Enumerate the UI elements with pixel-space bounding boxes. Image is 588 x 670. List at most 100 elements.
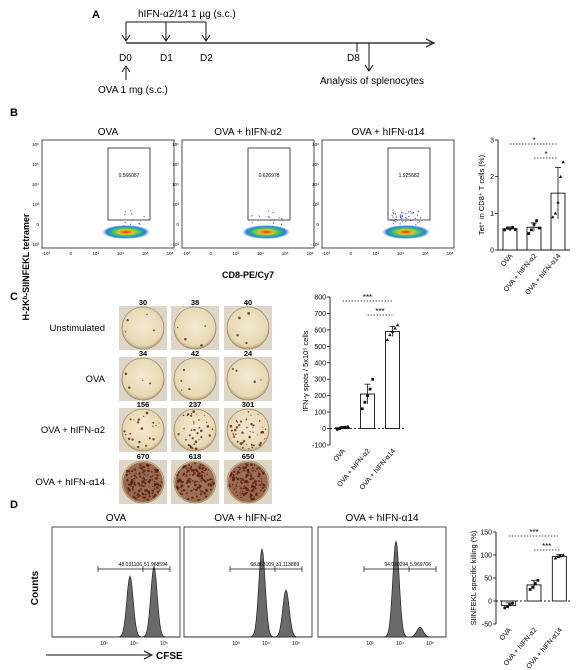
elispot-spot	[235, 369, 238, 372]
elispot-spot	[190, 469, 194, 472]
significance-marker: ***	[542, 542, 551, 551]
elispot-spot	[137, 494, 139, 497]
elispot-spot	[141, 466, 143, 468]
elispot-spot	[149, 475, 152, 478]
panel-c-letter: C	[10, 291, 18, 303]
flow-xtick-label: 10⁴	[397, 251, 404, 256]
elispot-spot	[257, 413, 259, 415]
elispot-spot	[202, 464, 204, 467]
elispot-spot	[240, 467, 242, 469]
elispot-spot	[139, 466, 141, 468]
elispot-spot	[233, 434, 235, 436]
elispot-spot	[131, 485, 135, 489]
elispot-spot	[250, 473, 252, 475]
bar	[502, 228, 518, 251]
elispot-spot	[199, 464, 202, 466]
flow-density-cloud	[382, 225, 430, 239]
elispot-spot	[187, 413, 190, 416]
data-point	[338, 427, 342, 431]
elispot-spot	[194, 440, 198, 444]
histogram-xtick-label: 10³	[232, 641, 240, 647]
data-point	[393, 326, 397, 330]
elispot-spot	[200, 429, 203, 433]
elispot-spot	[246, 488, 249, 491]
elispot-spot	[256, 493, 258, 495]
flow-xtick-label: 10⁴	[117, 251, 124, 256]
bar-chart-ylabel: SIINFEKL specific killing (%)	[469, 530, 478, 625]
elispot-spot	[244, 466, 247, 469]
elispot-spot	[252, 485, 255, 488]
elispot-spot	[240, 478, 244, 481]
elispot-spot	[235, 485, 238, 488]
bar-chart-category-label: OVA	[499, 627, 514, 643]
elispot-spot	[135, 476, 138, 479]
elispot-spot	[180, 490, 183, 492]
flow-event-dot	[394, 221, 396, 223]
flow-ytick-label: 0	[176, 222, 179, 227]
elispot-spot	[177, 488, 179, 491]
elispot-well	[173, 306, 217, 350]
elispot-spot	[211, 479, 213, 481]
flow-ytick-label: 10³	[172, 202, 179, 207]
elispot-spot	[123, 430, 126, 433]
bar-chart-ytick-label: 0	[488, 599, 492, 606]
elispot-spot	[160, 481, 163, 484]
arrowhead-d0	[121, 34, 131, 42]
elispot-spot	[158, 422, 160, 424]
elispot-spot	[231, 368, 234, 370]
flow-ytick-label: 10⁶	[32, 142, 39, 147]
elispot-spot	[196, 470, 199, 474]
elispot-spot	[144, 482, 147, 485]
flow-plot-title: OVA + hIFN-α14	[351, 127, 425, 138]
bar-chart-ytick-label: 300	[314, 377, 326, 384]
elispot-spot	[236, 421, 239, 423]
elispot-spot	[151, 479, 154, 481]
elispot-spot	[260, 477, 263, 480]
histo-ylabel: Counts	[30, 570, 41, 605]
elispot-spot	[258, 471, 260, 473]
analysis-label: Analysis of splenocytes	[320, 76, 424, 87]
flow-xtick-label: 0	[350, 251, 353, 256]
flow-event-dot	[392, 216, 394, 218]
elispot-spot	[239, 420, 243, 423]
elispot-spot	[241, 446, 244, 449]
elispot-spot	[124, 372, 128, 376]
flow-event-dot	[406, 217, 408, 219]
elispot-spot	[252, 481, 255, 485]
elispot-spot	[151, 475, 154, 477]
bar	[551, 555, 567, 602]
data-point	[503, 606, 507, 610]
elispot-spot	[232, 487, 234, 489]
elispot-spot	[187, 485, 190, 488]
elispot-spot	[246, 469, 250, 472]
elispot-spot	[126, 473, 128, 476]
elispot-spot	[153, 480, 156, 483]
elispot-spot	[253, 469, 255, 472]
elispot-spot	[182, 489, 186, 492]
elispot-spot	[182, 472, 186, 476]
elispot-spot	[204, 325, 207, 327]
elispot-spot	[154, 468, 157, 472]
elispot-spot	[248, 436, 251, 439]
elispot-spot	[250, 497, 253, 500]
elispot-spot	[189, 465, 193, 469]
flow-xtick-label: 10⁵	[142, 251, 149, 256]
elispot-spot	[126, 319, 129, 322]
elispot-spot	[193, 472, 195, 474]
elispot-spot	[258, 475, 261, 478]
elispot-spot	[247, 312, 251, 315]
flow-xtick-label: 0	[210, 251, 213, 256]
elispot-spot	[190, 414, 193, 417]
elispot-spot	[231, 483, 234, 486]
bar-chart-ytick-label: 600	[314, 327, 326, 334]
elispot-spot	[243, 469, 246, 472]
elispot-spot	[200, 480, 203, 482]
elispot-spot	[208, 478, 211, 481]
elispot-spot	[246, 426, 248, 429]
elispot-spot	[196, 486, 200, 489]
bar-chart-ytick-label: 0	[322, 426, 326, 433]
elispot-spot	[185, 475, 188, 478]
elispot-spot	[260, 379, 262, 381]
bar	[385, 331, 400, 430]
